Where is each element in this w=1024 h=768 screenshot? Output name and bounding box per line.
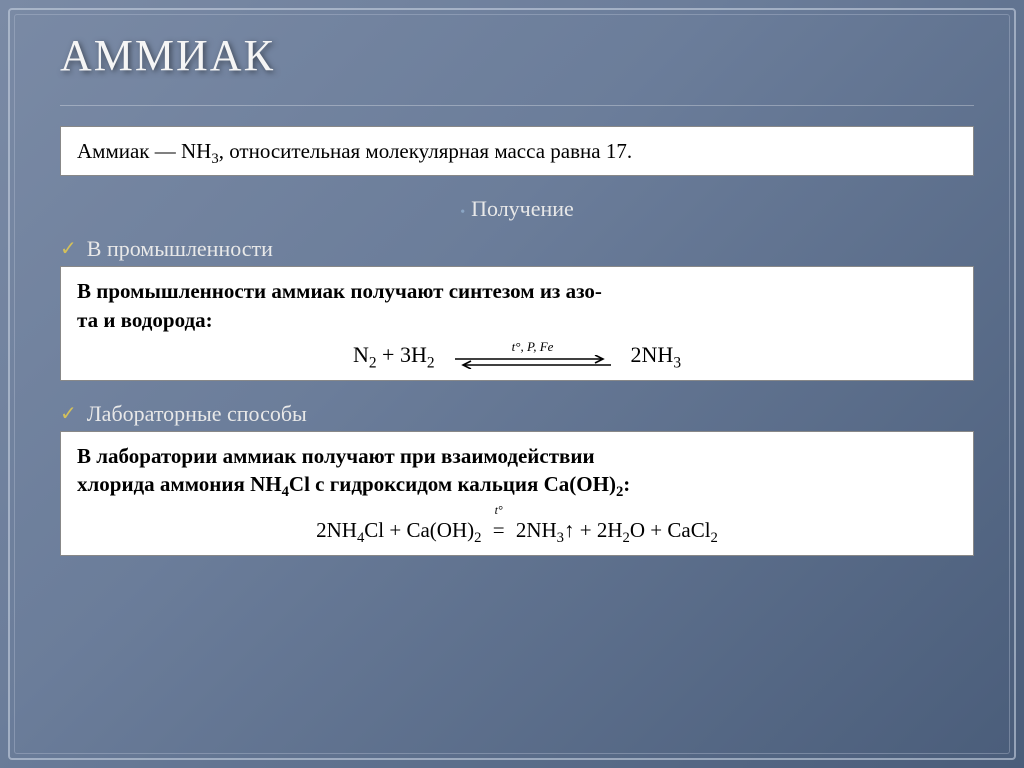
def-text-suffix: , относительная молекулярная масса равна… [219,139,632,163]
synthesis-label: Получение [471,196,574,221]
eq-rhs: 2NH3 [631,340,681,370]
check-icon: ✓ [60,239,77,259]
box2-line2: та и водорода: [77,308,213,332]
slide-title: АММИАК [60,30,974,81]
industry-label: В промышленности [87,236,273,262]
dot-bullet-icon: • [460,205,465,220]
slide-content: АММИАК Аммиак — NH3, относительная молек… [60,30,974,738]
reversible-arrow-icon: t°, P, Fe [453,340,613,369]
definition-box: Аммиак — NH3, относительная молекулярная… [60,126,974,176]
equals-with-temp: = [487,516,511,544]
def-text-prefix: Аммиак — NH [77,139,211,163]
industry-equation: N2 + 3H2 t°, P, Fe 2NH3 [77,340,957,370]
box2-line1: В промышленности аммиак получают синтезо… [77,279,602,303]
lab-equation: 2NH4Cl + Ca(OH)2 = 2NH3↑ + 2H2O + CaCl2 [77,516,957,544]
industry-box: В промышленности аммиак получают синтезо… [60,266,974,380]
check-icon: ✓ [60,404,77,424]
title-underline [60,105,974,106]
def-sub1: 3 [211,151,218,167]
lab-box: В лаборатории аммиак получают при взаимо… [60,431,974,556]
eq-lhs: N2 + 3H2 [353,340,435,370]
lab-row: ✓ Лабораторные способы [60,401,974,427]
box3-line1: В лаборатории аммиак получают при взаимо… [77,444,595,468]
industry-row: ✓ В промышленности [60,236,974,262]
section-synthesis: • Получение [60,196,974,222]
lab-label: Лабораторные способы [87,401,307,427]
